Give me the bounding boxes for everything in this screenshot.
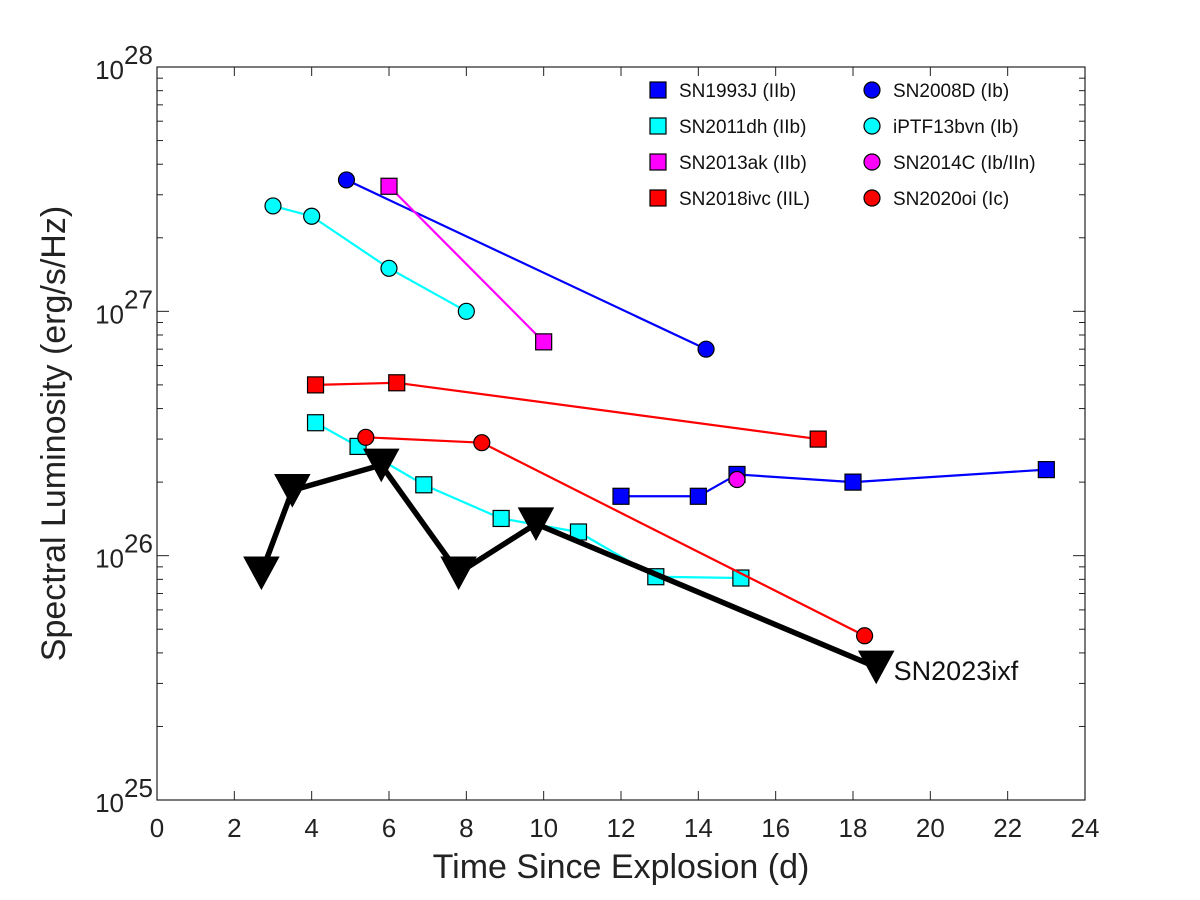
x-tick-label: 12 [607,813,636,843]
data-point [1037,461,1055,479]
y-tick-base: 10 [95,544,124,574]
legend-marker [649,189,667,207]
annotations: SN2023ixf [894,656,1019,686]
data-point [388,374,406,392]
legend-label: SN2013ak (IIb) [679,153,807,174]
legend-marker [649,153,667,171]
legend-marker [863,117,881,135]
y-axis-title: Spectral Luminosity (erg/s/Hz) [35,206,73,661]
data-point [517,507,555,542]
x-tick-label: 8 [459,813,473,843]
data-point [306,376,325,394]
data-point [457,302,475,320]
legend-marker [863,81,881,99]
x-tick-label: 10 [529,813,558,843]
data-point [380,259,398,277]
legend-item: SN2011dh (IIb) [649,117,806,138]
x-tick-label: 4 [304,813,318,843]
legend-item: SN2018ivc (IIL) [649,189,810,210]
data-point [473,434,491,452]
legend-item: iPTF13bvn (Ib) [863,117,1019,138]
legend-marker [863,153,881,171]
legend-label: iPTF13bvn (Ib) [893,117,1019,138]
data-point [264,197,282,215]
legend-item: SN1993J (IIb) [649,81,796,102]
series-sn2023ixf [243,448,895,685]
series-sn2020oi [357,428,874,645]
data-point [274,473,311,508]
series-sn2013ak [380,177,553,351]
legend-item: SN2020oi (Ic) [863,189,1009,210]
x-tick-label: 16 [761,813,790,843]
series-line [258,462,878,670]
legend-marker [863,189,881,207]
series-line [345,178,707,351]
annotation-label: SN2023ixf [894,656,1019,686]
data-point [492,509,510,528]
data-point [303,207,321,225]
x-tick-label: 6 [382,813,396,843]
data-point [440,556,477,591]
legend-label: SN1993J (IIb) [679,81,796,102]
data-point [844,473,862,491]
x-tick-label: 18 [839,813,868,843]
legend-item: SN2013ak (IIb) [649,153,807,174]
series-sn2018ivc [306,374,827,448]
y-tick-base: 10 [95,788,124,818]
x-tick-label: 22 [993,813,1022,843]
y-tick-label: 10 27 [95,284,153,329]
y-tick-exponent: 27 [124,284,153,314]
data-point [857,650,895,685]
x-tick-label: 14 [684,813,713,843]
series-sn2008d [337,171,715,358]
data-point [357,428,375,446]
x-tick-label: 0 [150,813,164,843]
legend: SN1993J (IIb) SN2008D (Ib) SN2011dh (IIb) i… [649,81,1036,210]
x-tick-label: 20 [916,813,945,843]
y-tick-label: 10 28 [95,40,153,85]
data-point [689,487,707,505]
data-point [535,333,553,351]
legend-label: SN2011dh (IIb) [679,117,806,138]
x-tick-label: 2 [227,813,241,843]
data-point [809,430,827,448]
legend-item: SN2014C (Ib/IIn) [863,153,1036,174]
legend-label: SN2020oi (Ic) [893,189,1009,210]
y-tick-base: 10 [95,299,124,329]
legend-marker [649,81,667,99]
y-tick-exponent: 25 [124,773,153,803]
data-point [363,448,400,483]
data-point [855,627,874,645]
data-point [337,171,356,189]
data-point [728,470,746,489]
legend-label: SN2008D (Ib) [893,81,1009,102]
y-tick-exponent: 26 [124,529,153,559]
series-line [272,204,467,313]
y-tick-label: 10 25 [95,773,153,818]
data-point [380,177,398,195]
y-tick-label: 10 26 [95,529,153,574]
x-axis-title: Time Since Explosion (d) [433,848,810,886]
series-line [388,185,545,343]
y-tick-exponent: 28 [124,40,153,70]
data-point [415,476,433,494]
data-point [612,487,630,505]
tick-marks [156,66,1086,801]
series-sn2014c [728,470,746,489]
series-iptf13bvn [264,197,475,320]
legend-label: SN2018ivc (IIL) [679,189,810,210]
data-point [306,414,325,432]
plot-series [243,171,1055,685]
legend-item: SN2008D (Ib) [863,81,1009,102]
data-point [697,340,715,358]
plot-frame [156,66,1086,801]
legend-marker [649,117,667,135]
y-tick-base: 10 [95,55,124,85]
data-point [243,556,280,591]
x-tick-label: 24 [1071,813,1100,843]
legend-label: SN2014C (Ib/IIn) [893,153,1036,174]
